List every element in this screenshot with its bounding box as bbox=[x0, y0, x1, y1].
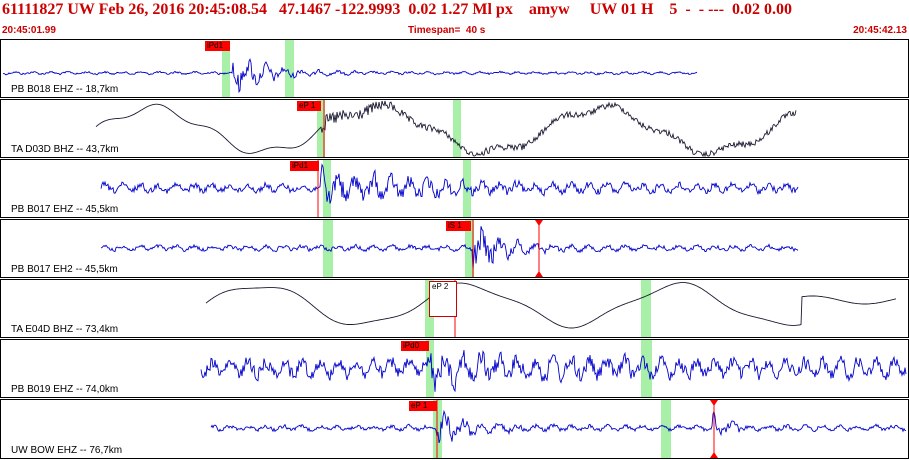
timespan-label: Timespan= 40 s bbox=[408, 25, 486, 36]
trace-label: UW BOW EHZ -- 76,7km bbox=[11, 445, 123, 456]
waveform-trace bbox=[2, 58, 698, 94]
pick-marker[interactable]: eP 1 bbox=[297, 101, 321, 111]
waveform-plot bbox=[95, 100, 797, 157]
waveform-plot bbox=[210, 400, 907, 458]
waveform-plot bbox=[100, 160, 799, 217]
waveform-trace bbox=[210, 409, 907, 444]
pick-marker[interactable]: eP 2 bbox=[429, 281, 457, 317]
analysis-window bbox=[463, 160, 471, 217]
pick-marker[interactable]: iPd1 bbox=[290, 161, 319, 171]
pick-marker[interactable]: iS 1 bbox=[446, 221, 471, 231]
analysis-window bbox=[453, 100, 461, 157]
waveform-trace bbox=[95, 100, 797, 157]
amplitude-marker bbox=[535, 220, 543, 226]
amplitude-marker bbox=[535, 271, 543, 277]
analysis-window bbox=[641, 340, 652, 397]
waveform-trace bbox=[205, 282, 897, 329]
trace-panel[interactable]: eP 1 UW BOW EHZ -- 76,7km bbox=[0, 399, 909, 459]
header-bar: 61111827 UW Feb 26, 2016 20:45:08.54 47.… bbox=[0, 0, 909, 39]
amplitude-marker bbox=[710, 400, 718, 406]
trace-label: TA E04D BHZ -- 73,4km bbox=[11, 324, 119, 335]
amplitude-marker bbox=[710, 452, 718, 458]
waveform-plot bbox=[2, 40, 698, 97]
analysis-window bbox=[323, 160, 331, 217]
trace-panel[interactable]: iPd1 PB B017 EHZ -- 45,5km bbox=[0, 159, 909, 218]
analysis-window bbox=[426, 340, 434, 397]
pick-marker[interactable]: eP 1 bbox=[409, 401, 437, 411]
trace-label: PB B017 EHZ -- 45,5km bbox=[11, 204, 119, 215]
waveform-plot bbox=[200, 340, 907, 397]
trace-panel[interactable]: iS 1 PB B017 EH2 -- 45,5km bbox=[0, 219, 909, 278]
end-time: 20:45:42.13 bbox=[853, 25, 907, 36]
trace-label: PB B018 EHZ -- 18,7km bbox=[11, 84, 119, 95]
waveform-trace bbox=[100, 163, 799, 204]
analysis-window bbox=[661, 400, 671, 458]
analysis-window bbox=[222, 40, 230, 97]
waveform-trace bbox=[100, 226, 799, 271]
event-title: 61111827 UW Feb 26, 2016 20:45:08.54 47.… bbox=[2, 1, 793, 18]
waveform-trace bbox=[200, 349, 907, 393]
trace-panel[interactable]: eP 1 TA D03D BHZ -- 43,7km bbox=[0, 99, 909, 158]
waveform-plot bbox=[100, 220, 799, 277]
trace-panel[interactable]: iPd0 PB B019 EHZ -- 74,0km bbox=[0, 339, 909, 398]
analysis-window bbox=[323, 220, 333, 277]
trace-panel[interactable]: iPd1 PB B018 EHZ -- 18,7km bbox=[0, 39, 909, 98]
trace-label: TA D03D BHZ -- 43,7km bbox=[11, 144, 119, 155]
analysis-window bbox=[285, 40, 294, 97]
analysis-window bbox=[641, 280, 651, 337]
trace-panel[interactable]: eP 2 TA E04D BHZ -- 73,4km bbox=[0, 279, 909, 338]
start-time: 20:45:01.99 bbox=[2, 25, 56, 36]
trace-label: PB B017 EH2 -- 45,5km bbox=[11, 264, 118, 275]
seismogram-panels: iPd1 PB B018 EHZ -- 18,7km eP 1 TA D03D … bbox=[0, 39, 909, 460]
trace-label: PB B019 EHZ -- 74,0km bbox=[11, 384, 119, 395]
pick-marker[interactable]: iPd1 bbox=[205, 41, 230, 51]
pick-marker[interactable]: iPd0 bbox=[401, 341, 429, 351]
